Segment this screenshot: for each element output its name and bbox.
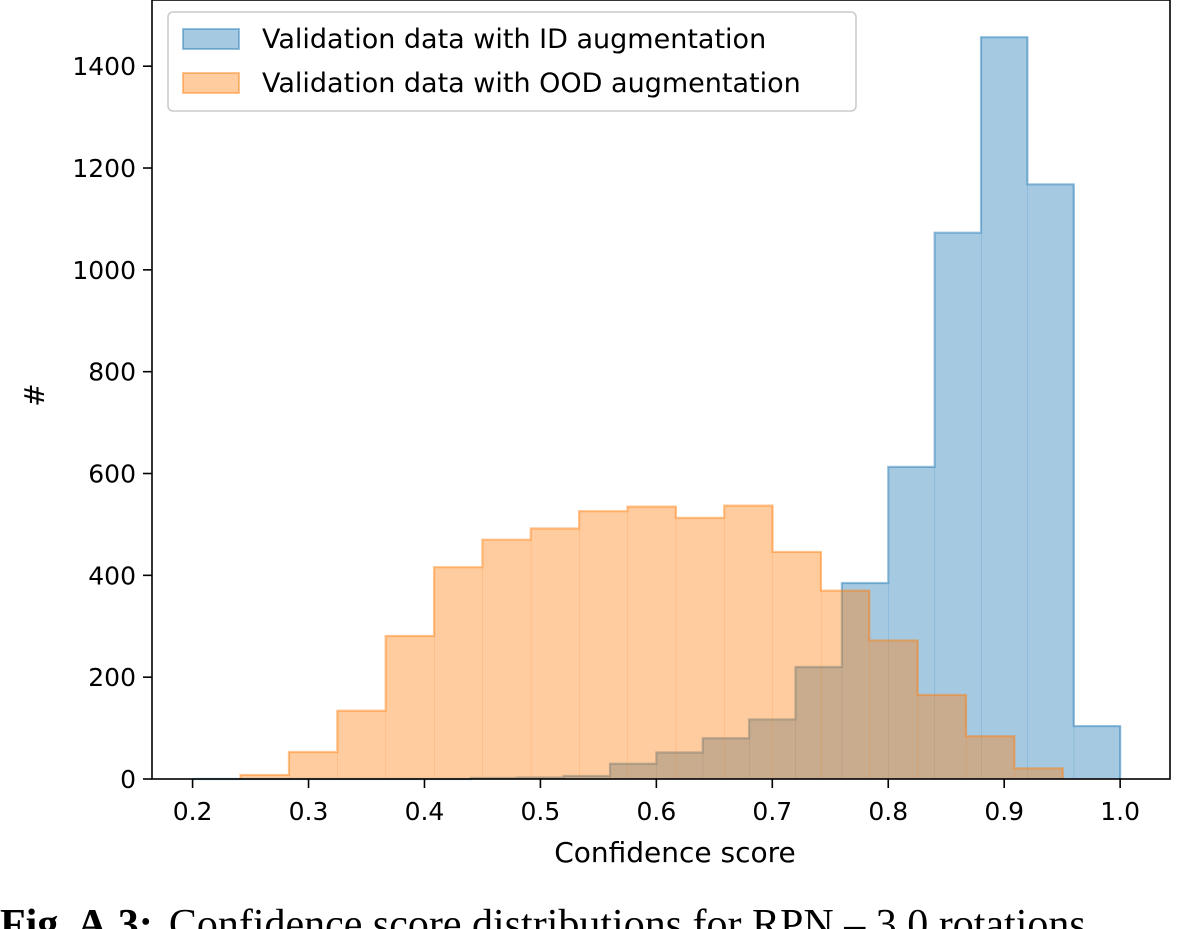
x-tick-label: 0.7 xyxy=(752,797,792,826)
histogram-bar xyxy=(434,567,483,779)
histogram-bar xyxy=(337,710,387,779)
histogram-bar xyxy=(656,752,704,779)
histogram-bar xyxy=(482,539,532,779)
legend: Validation data with ID augmentation Vali… xyxy=(167,11,857,112)
x-tick-label: 0.6 xyxy=(636,797,676,826)
x-axis-label: Confidence score xyxy=(554,836,796,869)
legend-swatch xyxy=(182,28,240,50)
x-tick-label: 0.3 xyxy=(289,797,329,826)
histogram-bar xyxy=(1027,184,1075,779)
histogram-bar xyxy=(888,466,936,779)
histogram-bar xyxy=(609,763,657,779)
x-tick-label: 0.5 xyxy=(521,797,561,826)
x-tick-label: 1.0 xyxy=(1100,797,1140,826)
legend-swatch xyxy=(182,72,240,94)
y-axis-label: # xyxy=(18,383,51,406)
x-tick-label: 0.4 xyxy=(405,797,445,826)
y-tick-label: 0 xyxy=(120,765,136,794)
legend-box xyxy=(167,11,857,112)
y-tick-label: 800 xyxy=(88,358,136,387)
histogram-bar xyxy=(917,694,967,779)
legend-label: Validation data with OOD augmentation xyxy=(262,68,801,99)
histogram-bar xyxy=(934,232,982,779)
histogram-bar xyxy=(530,528,580,779)
caption-label: Fig. A.3: xyxy=(0,902,153,929)
histogram-bar xyxy=(869,640,919,779)
y-tick-label: 200 xyxy=(88,663,136,692)
histogram-bar xyxy=(240,774,290,779)
y-tick-label: 1000 xyxy=(72,256,136,285)
y-axis-ticks: 0 200 400 600 800 1000 1200 1400 xyxy=(72,52,152,794)
histogram-bar xyxy=(795,666,843,779)
y-tick-label: 1400 xyxy=(72,52,136,81)
plot-frame xyxy=(151,0,1171,780)
series-2-bars xyxy=(239,504,1064,779)
y-tick-label: 400 xyxy=(88,561,136,590)
series-2-outline xyxy=(239,504,1064,779)
y-tick-label: 1200 xyxy=(72,154,136,183)
histogram-bar xyxy=(820,590,870,779)
histogram-bar xyxy=(702,738,750,779)
histogram-bar xyxy=(1073,726,1121,779)
series-1-bars xyxy=(192,36,1122,781)
histogram-bar xyxy=(841,582,889,779)
histogram-bars xyxy=(192,36,1122,781)
y-tick-label: 600 xyxy=(88,460,136,489)
legend-label: Validation data with ID augmentation xyxy=(262,24,766,55)
histogram-bar xyxy=(385,635,435,779)
caption-text: Confidence score distributions for RPN –… xyxy=(168,902,1086,929)
x-tick-label: 0.2 xyxy=(173,797,213,826)
histogram-bar xyxy=(288,752,338,779)
histogram-bar xyxy=(627,506,677,779)
x-axis-ticks: 0.2 0.3 0.4 0.5 0.6 0.7 0.8 0.9 1.0 xyxy=(173,779,1140,826)
histogram-bar xyxy=(579,511,628,779)
histogram-bar xyxy=(1014,768,1064,779)
histogram-bar xyxy=(724,505,773,779)
histogram-bar xyxy=(772,551,822,779)
histogram-bar xyxy=(675,517,725,779)
histogram-bar xyxy=(981,37,1028,780)
figure-caption: Fig. A.3: Confidence score distributions … xyxy=(0,898,1200,929)
x-tick-label: 0.8 xyxy=(868,797,908,826)
histogram-bar xyxy=(749,719,796,779)
x-tick-label: 0.9 xyxy=(984,797,1024,826)
histogram-bar xyxy=(965,736,1015,779)
chart: 0.2 0.3 0.4 0.5 0.6 0.7 0.8 0.9 1.0 0 200 400 600 80… xyxy=(18,0,1171,869)
histogram-bar xyxy=(563,775,611,779)
